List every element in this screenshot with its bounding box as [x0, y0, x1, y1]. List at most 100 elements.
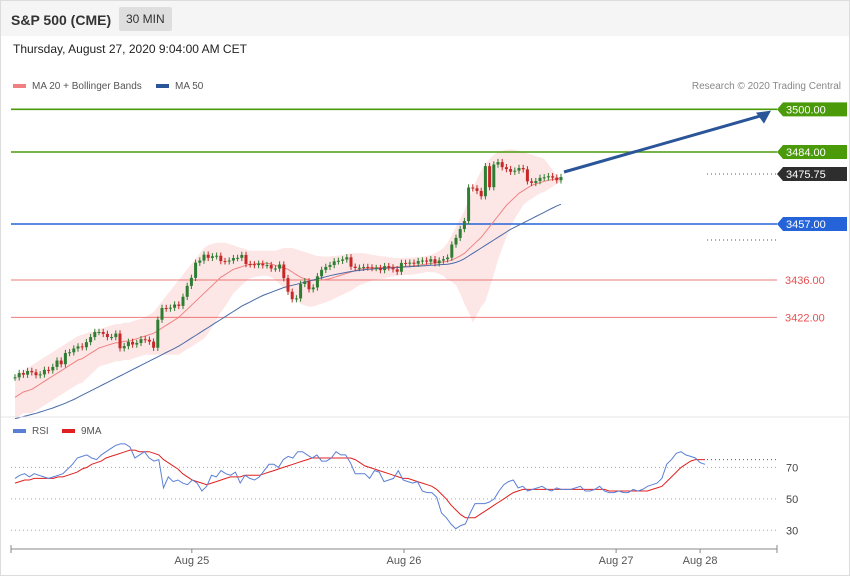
level-label-3422.00: 3422.00 [785, 312, 825, 324]
candle-body [42, 369, 46, 375]
candle-body [110, 337, 114, 339]
candle-body [215, 255, 219, 257]
candle-body [378, 268, 382, 271]
candle-body [252, 264, 256, 266]
candle-body [156, 319, 160, 348]
level-tag-3500.00 [777, 102, 847, 117]
candle-body [399, 262, 403, 272]
candle-body [391, 267, 395, 270]
candle-body [17, 373, 21, 378]
candle-body [357, 267, 361, 269]
candle-body [546, 176, 550, 178]
candle-body [63, 353, 67, 365]
candle-body [353, 266, 357, 268]
candle-body [559, 177, 563, 181]
candle-body [210, 256, 214, 258]
level-tag-3457.00 [777, 217, 847, 231]
candle-body [395, 269, 399, 272]
candle-body [89, 337, 93, 343]
candle-body [341, 259, 345, 261]
candle-body [504, 167, 508, 170]
candle-body [349, 257, 353, 267]
candle-body [513, 170, 517, 172]
rsi-swatch [13, 429, 26, 434]
candle-body [278, 264, 282, 269]
candle-body [72, 348, 76, 353]
candle-body [55, 360, 59, 367]
candle-body [59, 360, 63, 365]
legend-rsi: RSI [13, 426, 49, 437]
candle-body [509, 169, 513, 172]
candle-body [185, 285, 189, 297]
level-label-3500.00: 3500.00 [786, 104, 826, 116]
forecast-arrow [563, 113, 766, 174]
candle-body [206, 254, 210, 258]
candle-body [366, 266, 370, 268]
candle-body [76, 346, 80, 349]
candle-body [450, 244, 454, 258]
legend-9ma: 9MA [62, 426, 102, 437]
legend-rsi-label: RSI [32, 426, 49, 437]
candle-body [408, 262, 412, 264]
candle-body [244, 254, 248, 264]
level-label-3436.00: 3436.00 [785, 275, 825, 287]
timeframe-badge[interactable]: 30 MIN [119, 7, 172, 31]
x-tick-label: Aug 28 [683, 555, 718, 567]
candle-body [248, 264, 252, 265]
candle-body [181, 296, 185, 306]
rsi-ma-line [14, 449, 705, 519]
candle-body [324, 266, 328, 270]
candle-body [437, 260, 441, 264]
x-tick-label: Aug 26 [387, 555, 422, 567]
candle-body [320, 269, 324, 277]
candle-body [307, 281, 311, 290]
candle-body [34, 372, 38, 376]
legend-ma20: MA 20 + Bollinger Bands [13, 81, 142, 92]
candle-body [370, 267, 374, 269]
candle-body [126, 341, 130, 347]
candle-body [38, 374, 42, 376]
candle-body [152, 341, 156, 348]
candle-body [236, 257, 240, 259]
time-axis: Aug 25 Aug 26 Aug 27 Aug 28 [10, 545, 778, 567]
level-label-3475.75: 3475.75 [786, 169, 826, 181]
candle-body [261, 263, 265, 266]
candle-body [143, 339, 147, 341]
candle-body [538, 177, 542, 182]
candle-body [80, 346, 84, 348]
candle-body [299, 284, 303, 299]
candle-body [551, 176, 555, 178]
candle-body [135, 342, 139, 345]
candle-body [483, 166, 487, 197]
candle-body [336, 260, 340, 262]
candle-body [454, 237, 458, 245]
candle-body [332, 261, 336, 266]
candle-body [362, 266, 366, 268]
candle-body [164, 308, 168, 309]
candle-body [68, 352, 72, 354]
legend-ma50: MA 50 [156, 81, 203, 92]
candle-body [294, 298, 298, 300]
candle-body [303, 281, 307, 284]
candle-body [416, 261, 420, 264]
candle-body [475, 188, 479, 191]
candle-body [173, 304, 177, 308]
candle-body [328, 265, 332, 267]
candle-body [227, 260, 231, 262]
candle-body [404, 262, 408, 264]
candle-body [160, 308, 164, 320]
candle-body [273, 268, 277, 270]
candle-body [345, 257, 349, 260]
candle-body [147, 339, 151, 342]
candle-body [189, 277, 193, 286]
candle-body [168, 307, 172, 309]
legend-ma50-label: MA 50 [175, 81, 204, 92]
candle-body [114, 333, 118, 338]
candle-body [13, 377, 17, 379]
forecast-arrow-head [756, 110, 771, 124]
candle-body [311, 287, 315, 290]
legend-ma20-label: MA 20 + Bollinger Bands [32, 81, 142, 92]
ma20-line [14, 177, 562, 398]
x-tick-label: Aug 25 [174, 555, 209, 567]
candle-body [118, 333, 122, 349]
